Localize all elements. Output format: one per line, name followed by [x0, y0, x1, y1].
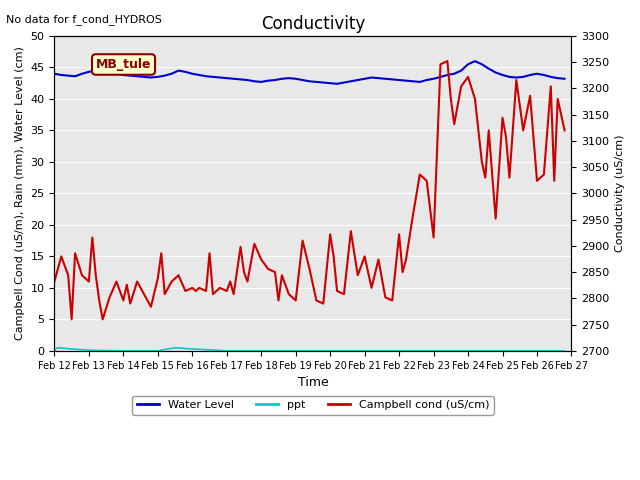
- Y-axis label: Conductivity (uS/cm): Conductivity (uS/cm): [615, 135, 625, 252]
- Legend: Water Level, ppt, Campbell cond (uS/cm): Water Level, ppt, Campbell cond (uS/cm): [132, 396, 493, 415]
- Text: MB_tule: MB_tule: [96, 58, 151, 71]
- Y-axis label: Campbell Cond (uS/m), Rain (mm), Water Level (cm): Campbell Cond (uS/m), Rain (mm), Water L…: [15, 47, 25, 340]
- X-axis label: Time: Time: [298, 376, 328, 389]
- Text: No data for f_cond_HYDROS: No data for f_cond_HYDROS: [6, 14, 163, 25]
- Title: Conductivity: Conductivity: [261, 15, 365, 33]
